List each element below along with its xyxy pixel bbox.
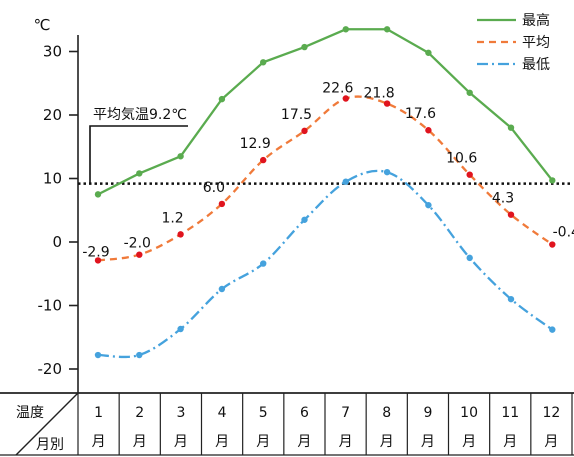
- data-label: 21.8: [364, 86, 395, 102]
- data-point: [383, 26, 391, 33]
- month-unit: 月: [462, 434, 476, 450]
- y-tick-label: 20: [43, 106, 62, 124]
- y-tick-label: 30: [43, 43, 62, 61]
- month-number: 11: [501, 405, 519, 421]
- data-point: [177, 231, 184, 238]
- data-point: [342, 178, 349, 185]
- data-label: 17.5: [281, 107, 312, 123]
- data-point: [94, 257, 102, 264]
- table-header-top: 温度: [16, 405, 44, 421]
- month-number: 2: [135, 405, 144, 421]
- series-line-2: [97, 169, 553, 359]
- data-point: [218, 95, 226, 103]
- legend-label: 最高: [522, 12, 550, 29]
- month-number: 8: [382, 405, 391, 421]
- month-unit: 月: [544, 434, 558, 450]
- data-point: [94, 351, 102, 359]
- series-line-0: [97, 28, 554, 196]
- data-point: [383, 100, 391, 107]
- data-point: [136, 351, 143, 359]
- data-point: [383, 168, 391, 176]
- month-number: 10: [460, 405, 478, 421]
- data-point: [466, 89, 473, 96]
- y-tick-label: 10: [43, 170, 62, 188]
- data-point: [549, 326, 556, 333]
- y-tick-label: -20: [38, 360, 63, 378]
- data-label: 22.6: [322, 80, 353, 96]
- data-point: [425, 127, 432, 134]
- data-point: [136, 170, 143, 177]
- series-layer: [97, 28, 554, 359]
- month-unit: 月: [421, 434, 435, 450]
- data-point: [301, 43, 308, 51]
- legend-label: 最低: [522, 57, 550, 73]
- month-unit: 月: [339, 434, 353, 450]
- reference-callout: [89, 125, 188, 184]
- data-point: [218, 200, 226, 208]
- data-point: [342, 95, 349, 102]
- series-line-1: [97, 95, 553, 262]
- reference-layer: 平均気温9.2℃: [78, 107, 572, 185]
- y-tick-label: -10: [38, 297, 63, 315]
- data-point: [260, 156, 267, 164]
- table-header-diagonal: [15, 392, 79, 456]
- month-number: 5: [259, 405, 268, 421]
- month-number: 3: [176, 405, 185, 421]
- month-unit: 月: [133, 434, 147, 450]
- data-point: [94, 191, 102, 198]
- data-point: [260, 59, 267, 66]
- month-number: 4: [218, 405, 227, 421]
- axes-layer: ℃ 30 20 10 0 -10 -20: [34, 16, 79, 393]
- data-point: [342, 26, 349, 33]
- data-point: [425, 201, 432, 209]
- month-number: 6: [300, 405, 309, 421]
- month-unit: 月: [215, 434, 229, 450]
- month-number: 1: [94, 405, 103, 421]
- data-point: [507, 295, 515, 303]
- data-labels-layer: -2.9 -2.0 1.2 6.0 12.9 17.5 22.6 21.8 17.6 10.6 4.…: [82, 80, 574, 260]
- data-label: -2.0: [124, 236, 151, 252]
- month-number: 7: [341, 405, 350, 421]
- data-label: 17.6: [405, 106, 436, 122]
- data-point: [425, 49, 432, 56]
- month-number: 9: [423, 405, 432, 421]
- month-unit: 月: [92, 434, 106, 450]
- data-point: [507, 124, 515, 131]
- data-point: [549, 177, 556, 184]
- month-unit: 月: [297, 434, 311, 450]
- month-unit: 月: [380, 434, 394, 450]
- data-label: -2.9: [82, 244, 109, 260]
- data-label: 6.0: [203, 180, 225, 196]
- y-unit-label: ℃: [34, 16, 51, 34]
- data-point: [260, 260, 267, 267]
- data-label: 10.6: [446, 151, 477, 167]
- month-unit: 月: [174, 434, 188, 450]
- data-label: 12.9: [240, 136, 271, 152]
- y-tick-label: 0: [52, 233, 62, 251]
- table-header-bottom: 月別: [36, 437, 64, 453]
- data-point: [136, 251, 143, 258]
- data-point: [549, 241, 556, 248]
- reference-label: 平均気温9.2℃: [93, 107, 187, 123]
- month-unit: 月: [256, 434, 270, 450]
- month-unit: 月: [503, 434, 517, 450]
- data-point: [177, 325, 184, 333]
- data-point: [466, 171, 473, 178]
- month-number: 12: [543, 405, 561, 421]
- data-point: [466, 254, 473, 262]
- legend-label: 平均: [522, 35, 550, 51]
- data-point: [301, 127, 308, 135]
- data-point: [507, 211, 515, 218]
- data-label: -0.4: [553, 225, 574, 241]
- data-point: [301, 216, 308, 223]
- data-point: [218, 285, 226, 293]
- data-point: [177, 153, 184, 160]
- markers-layer: [94, 26, 556, 359]
- data-label: 4.3: [492, 191, 514, 207]
- data-label: 1.2: [161, 210, 183, 226]
